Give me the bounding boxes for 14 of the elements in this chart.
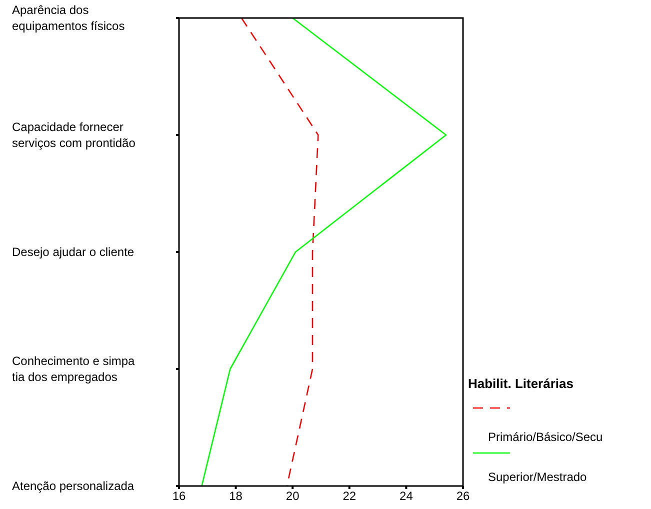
x-tick-label: 24 bbox=[400, 489, 414, 503]
y-tick-label: Capacidade fornecer serviços com prontidão bbox=[12, 120, 136, 150]
x-tick-label: 16 bbox=[172, 489, 186, 503]
y-tick-label: Atenção personalizada bbox=[12, 479, 134, 493]
x-tick-label: 20 bbox=[286, 489, 300, 503]
legend-title: Habilit. Literárias bbox=[468, 376, 574, 391]
x-tick-label: 26 bbox=[456, 489, 470, 503]
y-tick-label: Desejo ajudar o cliente bbox=[12, 245, 134, 259]
y-tick-label: Conhecimento e simpa tia dos empregados bbox=[12, 354, 136, 384]
x-tick-label: 22 bbox=[342, 489, 356, 503]
x-tick-label: 18 bbox=[229, 489, 243, 503]
y-tick-label: Aparência dos equipamentos físicos bbox=[12, 3, 125, 33]
text: Superior/Mestrado bbox=[488, 470, 588, 484]
text: Primário/Básico/Secu bbox=[488, 430, 603, 444]
